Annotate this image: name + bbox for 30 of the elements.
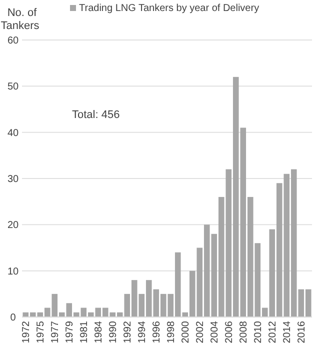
x-tick-label: 1990	[108, 320, 120, 344]
x-tick-label: 1972	[21, 320, 32, 344]
x-tick-label: 1994	[137, 320, 148, 344]
legend-label: Trading LNG Tankers by year of Delivery	[79, 3, 260, 14]
y-tick-label: 30	[7, 174, 19, 185]
y-tick-label: 0	[10, 312, 16, 324]
x-tick-label: 2006	[224, 320, 236, 344]
x-tick-label: 2016	[296, 320, 308, 344]
x-tick-label: 1992	[122, 320, 134, 344]
annotation: Total: 456	[72, 109, 120, 121]
x-tick-label: 1984	[94, 320, 105, 344]
x-tick-label: 1975	[36, 320, 47, 344]
y-tick-label: 60	[7, 36, 19, 46]
x-tick-label: 2010	[253, 320, 264, 344]
x-tick-label: 1998	[166, 320, 178, 344]
x-tick-label: 2002	[195, 320, 206, 344]
x-tick-label: 2012	[268, 320, 279, 344]
x-tick-label: 1996	[152, 320, 163, 344]
y-tick-label: 50	[7, 82, 19, 93]
y-tick-label: 40	[7, 128, 19, 139]
x-tick-label: 2000	[180, 320, 192, 344]
y-tick-label: 10	[7, 266, 19, 278]
x-tick-label: 2014	[282, 320, 294, 344]
x-tick-label: 1979	[64, 320, 76, 344]
y-tick-label: 20	[7, 220, 19, 232]
x-tick-label: 2004	[210, 320, 221, 344]
x-tick-label: 1981	[79, 320, 90, 344]
x-tick-label: 1977	[50, 320, 62, 344]
x-tick-label: 2008	[238, 320, 250, 344]
y-axis-title: No. of Tankers	[0, 7, 40, 32]
